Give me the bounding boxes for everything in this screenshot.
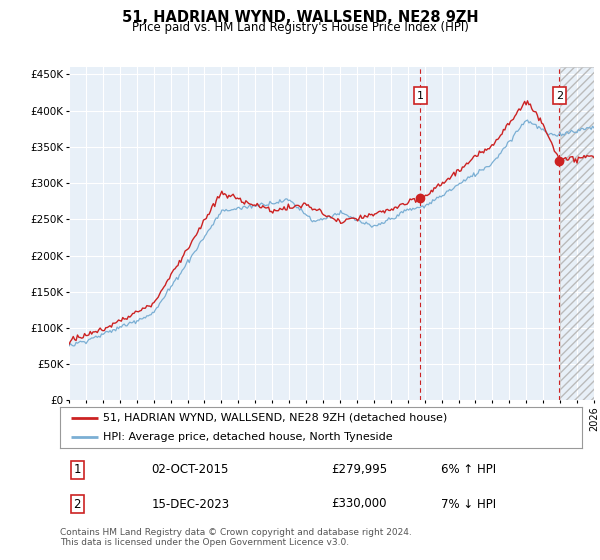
Text: 6% ↑ HPI: 6% ↑ HPI: [441, 463, 496, 476]
Text: HPI: Average price, detached house, North Tyneside: HPI: Average price, detached house, Nort…: [103, 432, 392, 442]
Text: Contains HM Land Registry data © Crown copyright and database right 2024.
This d: Contains HM Land Registry data © Crown c…: [60, 528, 412, 547]
Text: 1: 1: [417, 91, 424, 101]
Text: 02-OCT-2015: 02-OCT-2015: [151, 463, 229, 476]
Text: 7% ↓ HPI: 7% ↓ HPI: [441, 497, 496, 511]
Text: 2: 2: [556, 91, 563, 101]
Text: 51, HADRIAN WYND, WALLSEND, NE28 9ZH (detached house): 51, HADRIAN WYND, WALLSEND, NE28 9ZH (de…: [103, 413, 447, 423]
Text: Price paid vs. HM Land Registry's House Price Index (HPI): Price paid vs. HM Land Registry's House …: [131, 21, 469, 34]
Text: 2: 2: [73, 497, 81, 511]
Text: 15-DEC-2023: 15-DEC-2023: [151, 497, 229, 511]
Text: £330,000: £330,000: [331, 497, 387, 511]
Text: 51, HADRIAN WYND, WALLSEND, NE28 9ZH: 51, HADRIAN WYND, WALLSEND, NE28 9ZH: [122, 10, 478, 25]
Text: 1: 1: [73, 463, 81, 476]
Text: £279,995: £279,995: [331, 463, 388, 476]
